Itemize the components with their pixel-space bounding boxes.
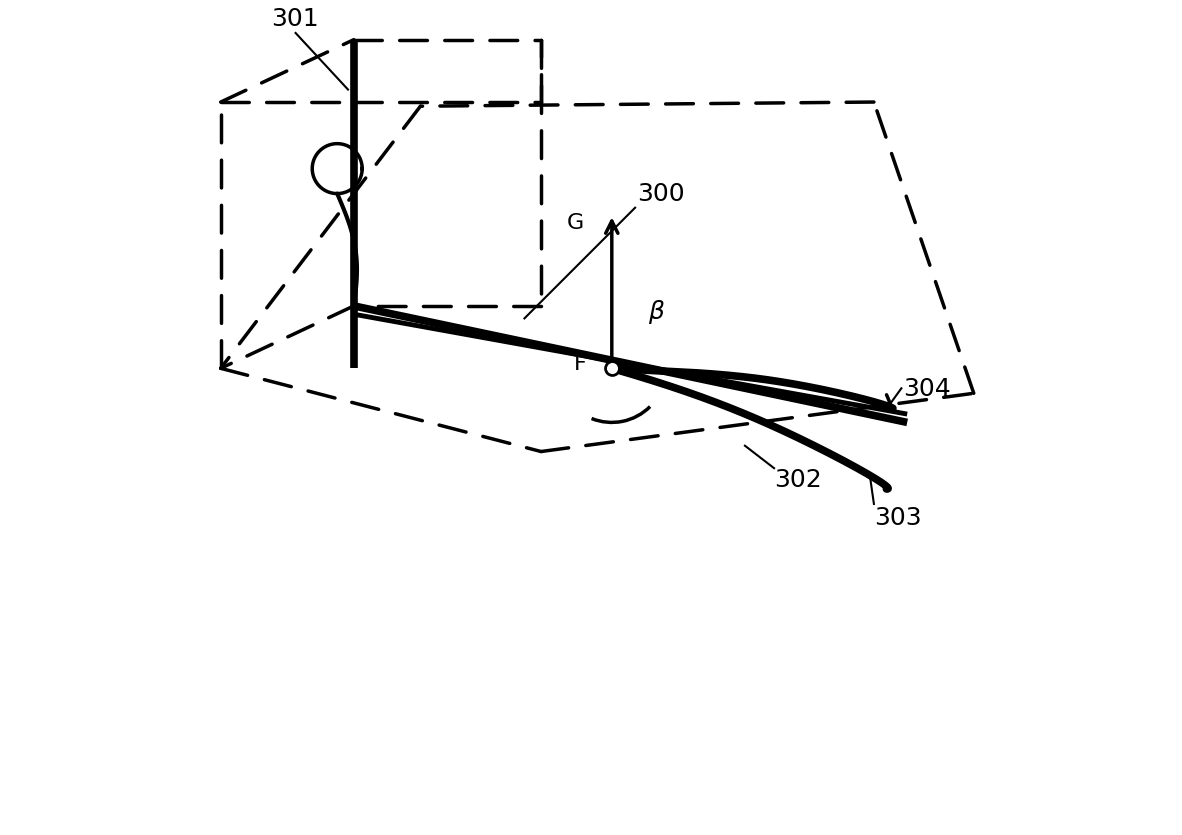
Text: 300: 300 xyxy=(637,182,684,206)
Text: 302: 302 xyxy=(774,468,821,492)
Text: 301: 301 xyxy=(271,8,318,32)
Text: 303: 303 xyxy=(873,506,922,529)
Text: G: G xyxy=(567,213,584,233)
Text: $\beta$: $\beta$ xyxy=(648,298,664,326)
Text: 304: 304 xyxy=(903,377,950,401)
Text: F: F xyxy=(574,354,586,374)
